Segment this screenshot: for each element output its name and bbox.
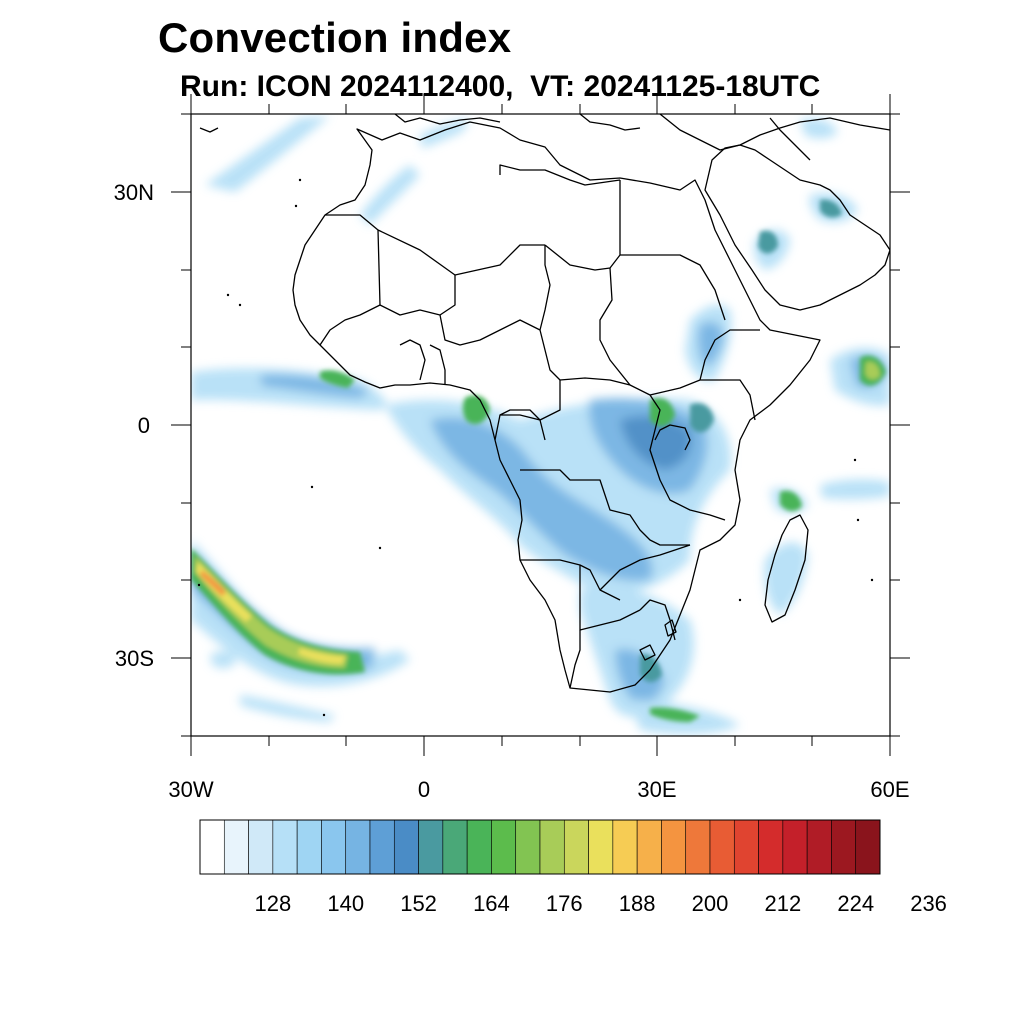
colorbar-swatch xyxy=(442,819,468,875)
colorbar-swatch xyxy=(758,819,784,875)
lon-label-60e: 60E xyxy=(870,777,909,802)
colorbar-swatch xyxy=(321,819,347,875)
colorbar-labels: 128 140 152 164 176 188 200 212 224 236 xyxy=(254,891,946,916)
colorbar-swatch xyxy=(709,819,735,875)
lon-label-30e: 30E xyxy=(637,777,676,802)
lon-label-30w: 30W xyxy=(168,777,213,802)
colorbar-swatch xyxy=(831,819,857,875)
convection-field xyxy=(191,116,890,735)
colorbar-label: 212 xyxy=(764,891,801,916)
chart-title: Convection index xyxy=(158,14,512,61)
axis-ticks xyxy=(171,94,910,756)
colorbar-swatch xyxy=(782,819,808,875)
colorbar-label: 236 xyxy=(910,891,947,916)
colorbar-swatch xyxy=(491,819,517,875)
colorbar-swatch xyxy=(685,819,711,875)
colorbar-swatch xyxy=(466,819,492,875)
colorbar-label: 128 xyxy=(254,891,291,916)
lat-label-30s: 30S xyxy=(115,646,154,671)
lon-label-0: 0 xyxy=(418,777,430,802)
colorbar-swatch xyxy=(393,819,419,875)
colorbar-swatch xyxy=(588,819,614,875)
colorbar-label: 188 xyxy=(619,891,656,916)
colorbar-swatch xyxy=(733,819,759,875)
colorbar-swatch xyxy=(296,819,322,875)
colorbar-label: 200 xyxy=(692,891,729,916)
colorbar xyxy=(199,819,881,875)
colorbar-swatch xyxy=(515,819,541,875)
lat-label-30n: 30N xyxy=(114,180,154,205)
colorbar-label: 176 xyxy=(546,891,583,916)
colorbar-swatch xyxy=(661,819,687,875)
chart-subtitle: Run: ICON 2024112400, VT: 20241125-18UTC xyxy=(180,70,821,103)
colorbar-swatch xyxy=(612,819,638,875)
colorbar-swatch xyxy=(539,819,565,875)
colorbar-label: 224 xyxy=(837,891,874,916)
colorbar-swatch xyxy=(248,819,274,875)
coastlines-borders xyxy=(199,114,890,693)
map-area xyxy=(191,114,890,736)
colorbar-swatch xyxy=(369,819,395,875)
colorbar-label: 152 xyxy=(400,891,437,916)
lat-label-0: 0 xyxy=(138,413,150,438)
colorbar-label: 140 xyxy=(327,891,364,916)
colorbar-outline xyxy=(199,819,881,875)
colorbar-swatch xyxy=(272,819,298,875)
colorbar-swatch xyxy=(418,819,444,875)
colorbar-swatch xyxy=(223,819,249,875)
colorbar-swatch xyxy=(199,819,225,875)
colorbar-label: 164 xyxy=(473,891,510,916)
colorbar-swatch xyxy=(806,819,832,875)
madagascar-coastline xyxy=(764,514,809,623)
islands xyxy=(197,178,874,717)
africa-coastline xyxy=(292,121,821,693)
colorbar-swatch xyxy=(345,819,371,875)
colorbar-swatch xyxy=(855,819,881,875)
colorbar-swatch xyxy=(563,819,589,875)
colorbar-swatch xyxy=(636,819,662,875)
arabia-coastline xyxy=(704,144,890,311)
